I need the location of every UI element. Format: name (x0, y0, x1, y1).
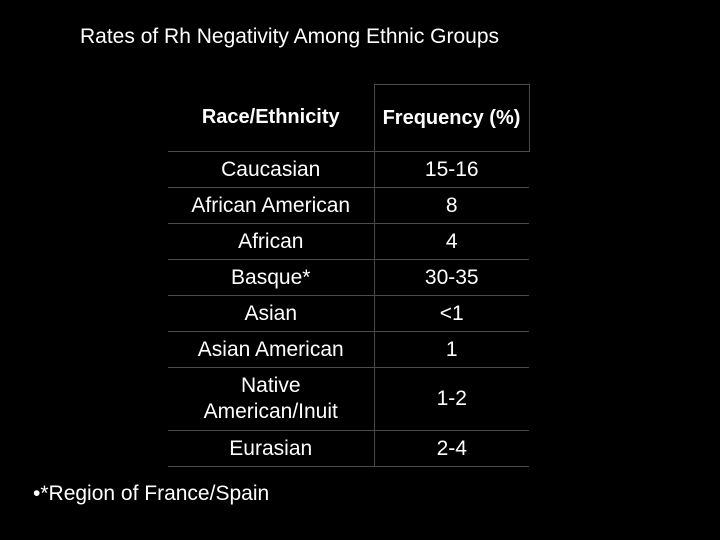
table-row: Asian <1 (168, 295, 529, 332)
cell-frequency: 30-35 (373, 259, 529, 296)
cell-group: Basque* (168, 259, 375, 296)
table-row: Basque* 30-35 (168, 259, 529, 296)
column-header-frequency: Frequency (%) (373, 84, 530, 152)
cell-frequency: <1 (373, 295, 529, 332)
cell-group: Native American/Inuit (168, 367, 375, 431)
cell-group: African American (168, 187, 375, 224)
cell-group: Asian (168, 295, 375, 332)
table-row: African 4 (168, 223, 529, 260)
cell-group: African (168, 223, 375, 260)
slide-title: Rates of Rh Negativity Among Ethnic Grou… (80, 25, 500, 48)
table-row: Eurasian 2-4 (168, 430, 529, 467)
table-row: Asian American 1 (168, 331, 529, 368)
cell-frequency: 15-16 (373, 151, 529, 188)
cell-frequency: 2-4 (373, 430, 529, 467)
cell-frequency: 8 (373, 187, 529, 224)
table-row: Native American/Inuit 1-2 (168, 367, 529, 431)
cell-group: Eurasian (168, 430, 375, 467)
cell-group: Asian American (168, 331, 375, 368)
column-header-race-ethnicity: Race/Ethnicity (168, 84, 375, 152)
table-header-row: Race/Ethnicity Frequency (%) (168, 84, 530, 152)
rh-negativity-table: Race/Ethnicity Frequency (%) Caucasian 1… (168, 84, 530, 467)
cell-frequency: 1 (373, 331, 529, 368)
cell-frequency: 4 (373, 223, 529, 260)
table-row: Caucasian 15-16 (168, 151, 529, 188)
cell-frequency: 1-2 (373, 367, 529, 431)
table-row: African American 8 (168, 187, 529, 224)
cell-group: Caucasian (168, 151, 375, 188)
footnote: •*Region of France/Spain (33, 482, 270, 505)
